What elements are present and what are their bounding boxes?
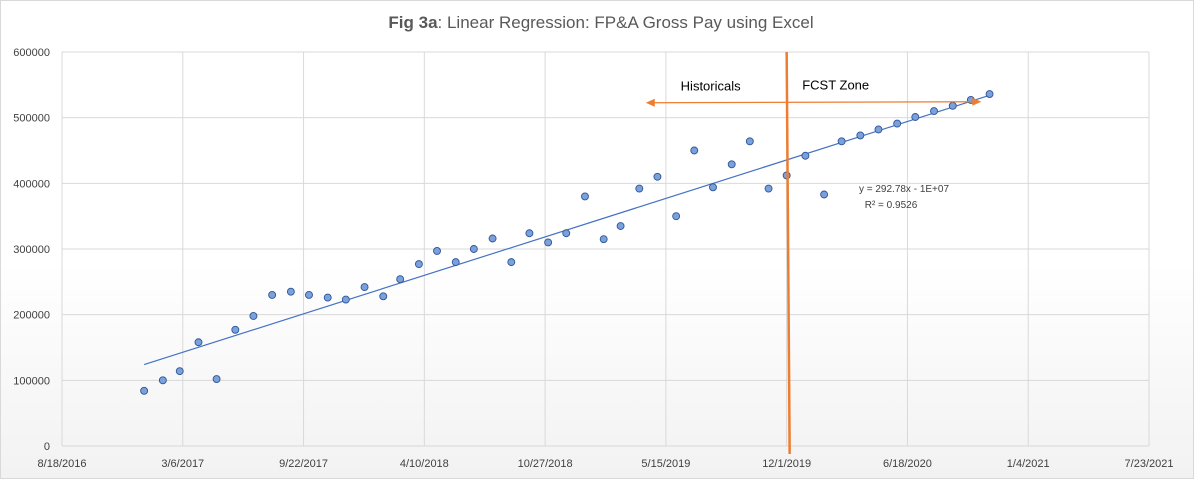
data-point bbox=[985, 90, 994, 98]
data-point bbox=[911, 113, 920, 121]
arrowhead-right bbox=[972, 97, 982, 106]
x-tick-label: 10/27/2018 bbox=[518, 458, 573, 470]
data-point bbox=[837, 137, 846, 146]
data-point bbox=[507, 258, 516, 267]
x-tick-label: 1/4/2021 bbox=[1007, 458, 1050, 470]
data-point bbox=[231, 325, 240, 334]
data-point bbox=[856, 131, 865, 140]
data-point bbox=[948, 101, 957, 110]
x-tick-label: 7/23/2021 bbox=[1125, 458, 1174, 470]
data-point bbox=[599, 235, 608, 244]
data-points bbox=[140, 90, 994, 395]
data-point bbox=[653, 172, 662, 181]
x-tick-label: 5/15/2019 bbox=[641, 458, 690, 470]
data-point bbox=[562, 229, 571, 238]
trendline-r-squared: R² = 0.9526 bbox=[865, 200, 918, 211]
arrowhead-left bbox=[645, 98, 655, 107]
data-point bbox=[433, 247, 441, 255]
data-point bbox=[709, 183, 717, 192]
fcst-zone-label: FCST Zone bbox=[802, 78, 869, 93]
y-tick-label: 200000 bbox=[13, 310, 50, 322]
data-point bbox=[323, 293, 332, 302]
data-point bbox=[820, 190, 829, 199]
data-point bbox=[874, 125, 883, 134]
y-tick-label: 400000 bbox=[13, 178, 50, 190]
data-point bbox=[801, 151, 810, 160]
data-point bbox=[396, 275, 405, 284]
data-point bbox=[379, 292, 388, 301]
y-tick-label: 600000 bbox=[13, 47, 50, 59]
grid-lines bbox=[61, 51, 1150, 447]
data-point bbox=[249, 312, 258, 320]
data-point bbox=[764, 184, 773, 193]
data-point bbox=[414, 260, 423, 269]
trendline-equation: y = 292.78x - 1E+07 bbox=[859, 184, 950, 195]
x-tick-label: 9/22/2017 bbox=[279, 458, 328, 470]
data-point bbox=[893, 119, 902, 128]
data-point bbox=[451, 258, 460, 267]
data-point bbox=[286, 287, 295, 296]
data-point bbox=[544, 238, 553, 247]
data-point bbox=[469, 245, 478, 253]
data-point bbox=[175, 367, 184, 376]
data-point bbox=[616, 222, 625, 230]
data-point bbox=[212, 375, 221, 383]
data-point bbox=[305, 291, 313, 299]
data-point bbox=[581, 192, 589, 201]
x-tick-label: 8/18/2016 bbox=[38, 458, 87, 470]
data-point bbox=[140, 386, 149, 395]
chart-title-rest: : Linear Regression: FP&A Gross Pay usin… bbox=[438, 13, 814, 32]
data-point bbox=[158, 376, 167, 385]
forecast-divider-line bbox=[785, 51, 791, 455]
x-tick-label: 4/10/2018 bbox=[400, 458, 449, 470]
historicals-label: Historicals bbox=[681, 79, 741, 94]
data-point bbox=[635, 184, 644, 193]
y-tick-label: 0 bbox=[44, 441, 50, 453]
y-tick-label: 500000 bbox=[13, 113, 50, 125]
data-point bbox=[194, 338, 203, 347]
data-point bbox=[360, 283, 369, 292]
data-point bbox=[690, 146, 699, 155]
chart-title: Fig 3a: Linear Regression: FP&A Gross Pa… bbox=[388, 13, 813, 32]
axis-labels: 0 100000 200000 300000 400000 500000 600000 8/1… bbox=[13, 47, 1173, 470]
data-point bbox=[268, 291, 277, 299]
data-point bbox=[488, 234, 497, 243]
x-tick-label: 6/18/2020 bbox=[883, 458, 932, 470]
data-point bbox=[727, 160, 736, 169]
x-tick-label: 3/6/2017 bbox=[161, 458, 204, 470]
data-point bbox=[745, 137, 754, 146]
data-point bbox=[672, 212, 681, 221]
data-point bbox=[930, 107, 938, 116]
y-tick-label: 300000 bbox=[13, 244, 50, 256]
annotations: Historicals FCST Zone bbox=[645, 51, 982, 455]
range-arrow-line bbox=[647, 101, 980, 104]
x-tick-label: 12/1/2019 bbox=[762, 458, 811, 470]
y-tick-label: 100000 bbox=[13, 375, 50, 387]
data-point bbox=[525, 229, 534, 238]
chart-title-bold: Fig 3a bbox=[388, 13, 438, 32]
data-point bbox=[341, 295, 350, 304]
